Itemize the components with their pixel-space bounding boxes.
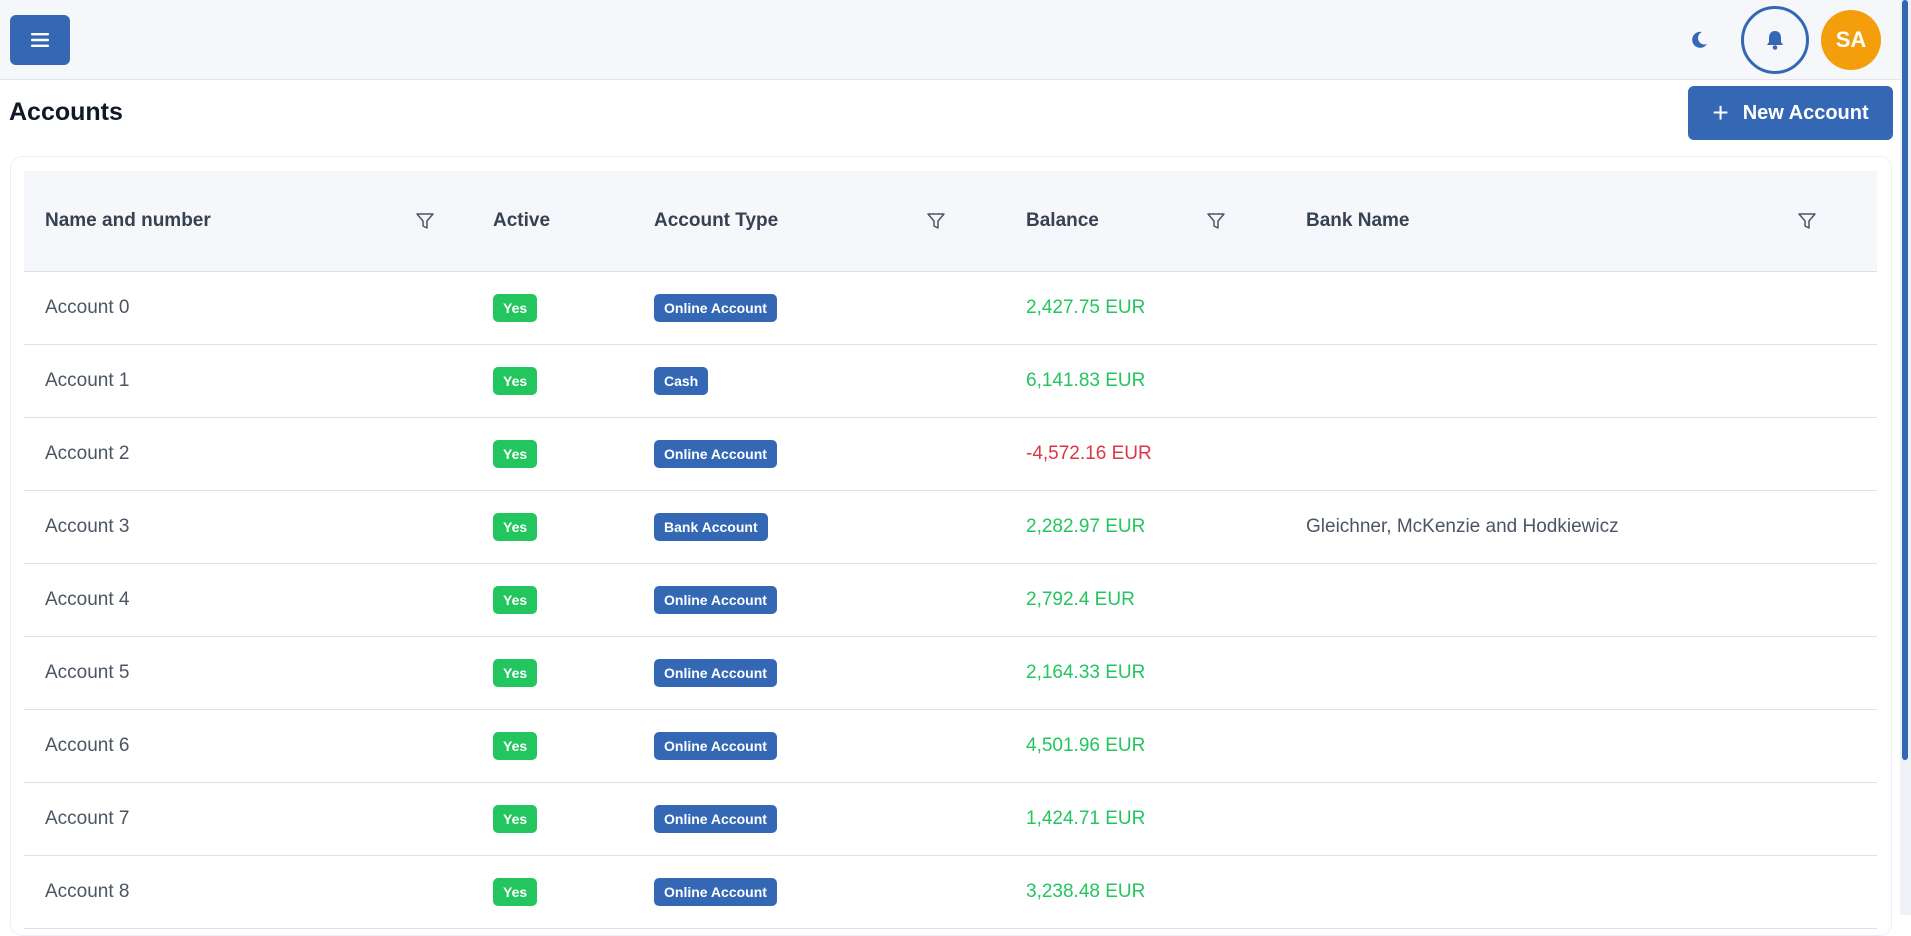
active-badge: Yes (493, 512, 538, 541)
account-type-badge: Online Account (654, 658, 777, 687)
table-row[interactable]: Account 7 Yes Online Account 1,424.71 EU… (24, 782, 1877, 855)
account-name: Account 4 (45, 588, 130, 610)
column-header-name: Name and number (24, 171, 472, 272)
bank-name (1285, 782, 1877, 855)
accounts-table: Name and number Active Account Type Bala… (24, 171, 1877, 929)
plus-icon: + (1712, 97, 1729, 128)
top-bar: SA (0, 0, 1900, 80)
table-row[interactable]: Account 3 Yes Bank Account 2,282.97 EUR … (24, 490, 1877, 563)
user-avatar[interactable]: SA (1821, 10, 1881, 70)
account-name: Account 1 (45, 369, 130, 391)
balance-value: -4,572.16 EUR (1026, 442, 1152, 464)
column-header-active: Active (472, 171, 633, 272)
table-row[interactable]: Account 1 Yes Cash 6,141.83 EUR (24, 344, 1877, 417)
account-type-badge: Online Account (654, 293, 777, 322)
filter-icon[interactable] (926, 211, 946, 231)
bell-icon (1767, 31, 1783, 50)
active-badge: Yes (493, 731, 538, 760)
balance-value: 2,282.97 EUR (1026, 515, 1146, 537)
account-name: Account 0 (45, 296, 130, 318)
active-badge: Yes (493, 877, 538, 906)
bank-name (1285, 636, 1877, 709)
theme-toggle-button[interactable] (1686, 27, 1712, 53)
account-type-badge: Online Account (654, 731, 777, 760)
menu-toggle-button[interactable] (10, 15, 70, 65)
account-name: Account 6 (45, 734, 130, 756)
account-name: Account 8 (45, 880, 130, 902)
active-badge: Yes (493, 658, 538, 687)
notifications-button[interactable] (1741, 6, 1809, 74)
balance-value: 2,427.75 EUR (1026, 296, 1146, 318)
bank-name (1285, 344, 1877, 417)
new-account-label: New Account (1742, 101, 1869, 124)
balance-value: 6,141.83 EUR (1026, 369, 1146, 391)
hamburger-menu-icon (31, 33, 49, 47)
account-type-badge: Online Account (654, 877, 777, 906)
bank-name (1285, 417, 1877, 490)
page-title: Accounts (9, 98, 123, 126)
active-badge: Yes (493, 366, 538, 395)
balance-value: 3,238.48 EUR (1026, 880, 1146, 902)
bank-name: Gleichner, McKenzie and Hodkiewicz (1306, 515, 1619, 537)
column-header-bank-name: Bank Name (1285, 171, 1877, 272)
active-badge: Yes (493, 585, 538, 614)
filter-icon[interactable] (415, 211, 435, 231)
account-type-badge: Online Account (654, 585, 777, 614)
table-row[interactable]: Account 6 Yes Online Account 4,501.96 EU… (24, 709, 1877, 782)
balance-value: 4,501.96 EUR (1026, 734, 1146, 756)
account-name: Account 5 (45, 661, 130, 683)
moon-icon (1692, 31, 1707, 48)
accounts-card (10, 156, 1892, 936)
table-row[interactable]: Account 2 Yes Online Account -4,572.16 E… (24, 417, 1877, 490)
table-row[interactable]: Account 8 Yes Online Account 3,238.48 EU… (24, 855, 1877, 928)
table-row[interactable]: Account 5 Yes Online Account 2,164.33 EU… (24, 636, 1877, 709)
column-header-account-type: Account Type (633, 171, 1005, 272)
account-type-badge: Bank Account (654, 512, 768, 541)
filter-icon[interactable] (1797, 211, 1817, 231)
bank-name (1285, 709, 1877, 782)
table-row[interactable]: Account 4 Yes Online Account 2,792.4 EUR (24, 563, 1877, 636)
table-row[interactable]: Account 0 Yes Online Account 2,427.75 EU… (24, 271, 1877, 344)
account-type-badge: Online Account (654, 804, 777, 833)
active-badge: Yes (493, 293, 538, 322)
account-name: Account 2 (45, 442, 130, 464)
filter-icon[interactable] (1206, 211, 1226, 231)
column-header-balance: Balance (1005, 171, 1285, 272)
new-account-button[interactable]: + New Account (1688, 86, 1893, 140)
account-name: Account 3 (45, 515, 130, 537)
account-name: Account 7 (45, 807, 130, 829)
account-type-badge: Online Account (654, 439, 777, 468)
balance-value: 2,792.4 EUR (1026, 588, 1135, 610)
balance-value: 1,424.71 EUR (1026, 807, 1146, 829)
scrollbar-thumb[interactable] (1902, 0, 1908, 760)
bank-name (1285, 563, 1877, 636)
bank-name (1285, 855, 1877, 928)
bank-name (1285, 271, 1877, 344)
active-badge: Yes (493, 439, 538, 468)
balance-value: 2,164.33 EUR (1026, 661, 1146, 683)
active-badge: Yes (493, 804, 538, 833)
table-header-row: Name and number Active Account Type Bala… (24, 171, 1877, 272)
account-type-badge: Cash (654, 366, 709, 395)
